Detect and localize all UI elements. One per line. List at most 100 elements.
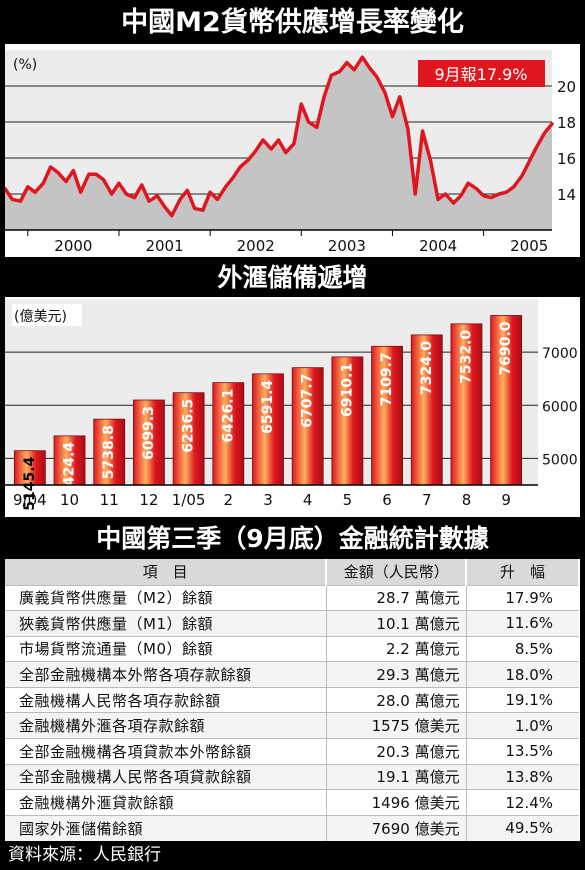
row-amount: 28.0 萬億元 <box>325 686 467 713</box>
bar <box>291 367 324 486</box>
x-tick-label: 2002 <box>237 237 275 255</box>
m2-line-chart: 14 16 18 20 2000 2001 2002 2003 2004 2005 (%) 9月報17… <box>3 50 576 255</box>
bar <box>172 392 205 486</box>
row-item: 市場貨幣流通量（M0）餘額 <box>5 635 327 662</box>
bar <box>450 323 483 486</box>
row-item: 全部金融機構各項貸款本外幣餘額 <box>5 738 327 765</box>
bar <box>93 418 126 486</box>
bar-value-label: 7109.7 <box>379 352 395 406</box>
row-item: 廣義貨幣供應量（M2）餘額 <box>5 584 327 611</box>
m2-chart-title: 中國M2貨幣供應增長率變化 <box>121 7 464 38</box>
row-item: 國家外滙儲備餘額 <box>5 814 327 841</box>
bar <box>252 373 284 486</box>
bar <box>331 356 364 486</box>
bar-value-label: 6591.4 <box>260 380 276 434</box>
x-tick-label: 9 <box>501 491 511 509</box>
latest-value-label: 9月報17.9% <box>434 65 527 84</box>
row-growth: 11.6% <box>465 610 579 637</box>
row-item: 狹義貨幣供應量（M1）餘額 <box>5 610 327 637</box>
x-tick-label: 10 <box>60 491 79 509</box>
bar-value-label: 6910.1 <box>339 363 355 417</box>
row-item: 金融機構人民幣各項存款餘額 <box>5 686 327 713</box>
stats-table-area: 項 目 金額（人民幣） 升 幅 廣義貨幣供應量（M2）餘額 28.7 萬億元 17.… <box>5 559 580 841</box>
x-tick-label: 1/05 <box>172 491 206 509</box>
bar-value-label: 5145.4 <box>22 456 38 510</box>
row-growth: 17.9% <box>465 584 579 611</box>
table-row: 全部金融機構各項貸款本外幣餘額 20.3 萬億元 13.5% <box>5 738 579 765</box>
row-item: 全部金融機構人民幣各項貸款餘額 <box>5 763 327 790</box>
bar <box>371 345 403 486</box>
table-row: 全部金融機構人民幣各項貸款餘額 19.1 萬億元 13.8% <box>5 763 579 790</box>
source-note: 資料來源：人民銀行 <box>8 845 161 865</box>
row-amount: 19.1 萬億元 <box>325 763 467 790</box>
bar-value-label: 5424.4 <box>62 442 78 496</box>
x-tick-label: 11 <box>100 491 119 509</box>
table-row: 金融機構外滙貸款餘額 1496 億美元 12.4% <box>5 789 579 816</box>
x-tick-label: 2003 <box>328 237 366 255</box>
row-amount: 29.3 萬億元 <box>325 661 467 688</box>
x-tick-label: 4 <box>303 491 313 509</box>
reserves-bar-chart: 5145.49/04 5424.410 5738.8 11 6099.3 12 6236.5… <box>5 299 578 511</box>
row-growth: 13.5% <box>465 738 579 765</box>
row-amount: 10.1 萬億元 <box>325 610 467 637</box>
table-row: 狹義貨幣供應量（M1）餘額 10.1 萬億元 11.6% <box>5 610 579 637</box>
row-amount: 1575 億美元 <box>325 712 467 739</box>
row-growth: 8.5% <box>465 635 579 662</box>
x-tick-label: 2004 <box>419 237 457 255</box>
y-tick-label: 5000 <box>542 452 578 468</box>
header-amount: 金額（人民幣） <box>326 559 468 585</box>
stats-table: 項 目 金額（人民幣） 升 幅 廣義貨幣供應量（M2）餘額 28.7 萬億元 17.… <box>5 559 580 841</box>
y-axis-label: (億美元) <box>14 309 67 325</box>
header-growth: 升 幅 <box>466 559 580 585</box>
x-tick-label: 12 <box>139 491 158 509</box>
y-tick-label: 6000 <box>542 399 578 415</box>
table-row: 全部金融機構本外幣各項存款餘額 29.3 萬億元 18.0% <box>5 661 579 688</box>
x-tick-label: 2 <box>224 491 234 509</box>
row-amount: 7690 億美元 <box>325 814 467 841</box>
bar-value-label: 7690.0 <box>498 321 514 375</box>
y-axis-label: (%) <box>13 57 37 73</box>
row-amount: 1496 億美元 <box>325 789 467 816</box>
table-header-row: 項 目 金額（人民幣） 升 幅 <box>5 559 580 585</box>
bar-value-label: 6099.3 <box>141 406 157 460</box>
bar-value-label: 5738.8 <box>101 425 117 479</box>
stats-table-title: 中國第三季（9月底）金融統計數據 <box>96 524 489 553</box>
x-tick-label: 6 <box>382 491 392 509</box>
table-row: 國家外滙儲備餘額 7690 億美元 49.5% <box>5 814 579 841</box>
row-growth: 49.5% <box>465 814 579 841</box>
table-row: 金融機構外滙各項存款餘額 1575 億美元 1.0% <box>5 712 579 739</box>
header-item: 項 目 <box>5 559 328 585</box>
bar-value-label: 6426.1 <box>220 389 236 443</box>
y-tick-label: 14 <box>557 186 576 204</box>
x-tick-label: 5 <box>343 491 353 509</box>
row-item: 全部金融機構本外幣各項存款餘額 <box>5 661 327 688</box>
latest-value-badge <box>418 60 545 87</box>
row-amount: 2.2 萬億元 <box>325 635 467 662</box>
reserves-bar-chart-panel: 5145.4 9/04 5424.4 10 5738.8 11 6099.3 12 6236.5… <box>5 297 580 517</box>
bar-value-label: 6236.5 <box>181 399 197 453</box>
x-tick-label: 2005 <box>510 237 548 255</box>
x-tick-label: 3 <box>263 491 273 509</box>
bar-value-label: 6707.7 <box>300 374 316 428</box>
y-label-background <box>12 304 82 326</box>
y-tick-label: 16 <box>557 150 576 168</box>
reserves-chart-title: 外滙儲備遞增 <box>217 263 368 292</box>
m2-line-chart-panel: 14 16 18 20 2000 2001 2002 2003 2004 2005 (%) 9月報17… <box>3 44 580 257</box>
row-growth: 13.8% <box>465 763 579 790</box>
row-growth: 12.4% <box>465 789 579 816</box>
x-tick-label: 8 <box>462 491 472 509</box>
row-item: 金融機構外滙貸款餘額 <box>5 789 327 816</box>
y-tick-label: 20 <box>557 78 576 96</box>
row-growth: 1.0% <box>465 712 579 739</box>
x-tick-label: 2001 <box>145 237 183 255</box>
bar-value-label: 7532.0 <box>458 330 474 384</box>
y-tick-label: 18 <box>557 114 576 132</box>
x-tick-label: 7 <box>422 491 432 509</box>
row-amount: 28.7 萬億元 <box>325 584 467 611</box>
table-row: 廣義貨幣供應量（M2）餘額 28.7 萬億元 17.9% <box>5 584 579 611</box>
bar <box>212 382 245 486</box>
bar <box>133 399 165 486</box>
row-amount: 20.3 萬億元 <box>325 738 467 765</box>
x-tick-label: 9/04 <box>13 491 47 509</box>
bar <box>53 435 86 486</box>
